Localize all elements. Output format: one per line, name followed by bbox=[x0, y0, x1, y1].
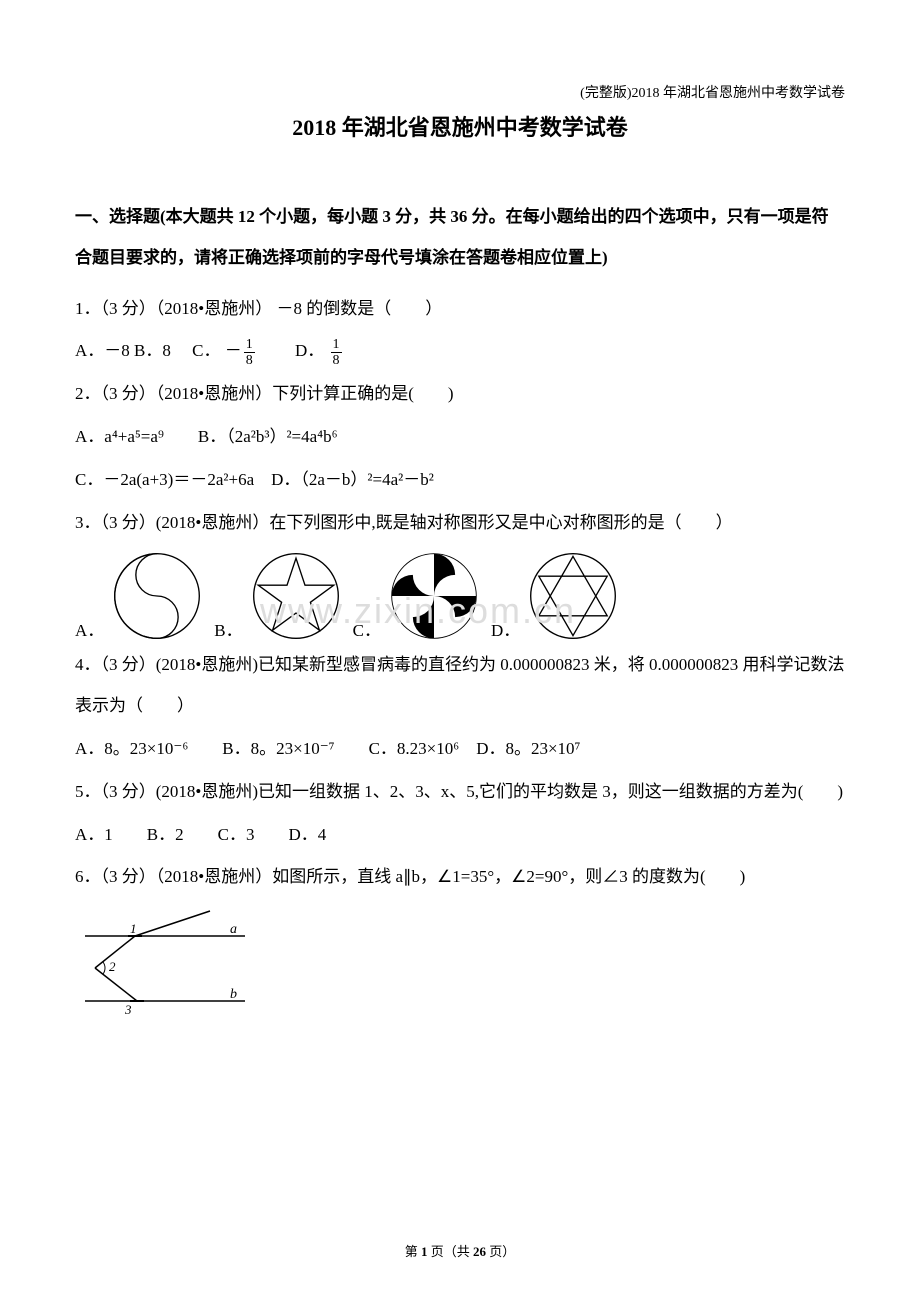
footer-total: 26 bbox=[473, 1244, 486, 1259]
star-in-circle-icon bbox=[251, 551, 341, 641]
q1-optB: B．8 bbox=[134, 341, 171, 360]
q2-line1: A．a⁴+a⁵=a⁹ B．（2a²b³）²=4a⁴b⁶ bbox=[75, 417, 845, 458]
q2-line2: C．－2a(a+3)＝－2a²+6a D．（2a－b）²=4a²－b² bbox=[75, 460, 845, 501]
q6-text: 6．（3 分）（2018•恩施州）如图所示，直线 a∥b，∠1=35°，∠2=9… bbox=[75, 857, 845, 898]
angle-1-label: 1 bbox=[130, 921, 137, 936]
q5-text: 5．（3 分）(2018•恩施州)已知一组数据 1、2、3、x、5,它们的平均数… bbox=[75, 772, 845, 813]
q1-optA: A．－8 bbox=[75, 341, 130, 360]
frac-den: 8 bbox=[331, 353, 342, 368]
footer-post: 页） bbox=[486, 1244, 515, 1259]
q3-image-row: A． B． C． D． bbox=[75, 551, 845, 641]
q2-text: 2．（3 分）（2018•恩施州）下列计算正确的是( ) bbox=[75, 374, 845, 415]
frac-icon: 18 bbox=[331, 337, 342, 369]
frac-num: 1 bbox=[331, 337, 342, 353]
q3-label-c: C． bbox=[353, 616, 381, 641]
q5-options: A．1 B．2 C．3 D．4 bbox=[75, 815, 845, 856]
footer-pre: 第 bbox=[405, 1244, 421, 1259]
frac-num: 1 bbox=[244, 337, 255, 353]
q3-label-a: A． bbox=[75, 616, 104, 641]
header-note: (完整版)2018 年湖北省恩施州中考数学试卷 bbox=[580, 82, 845, 102]
line-a-label: a bbox=[230, 922, 237, 937]
q4-text: 4．（3 分）(2018•恩施州)已知某新型感冒病毒的直径约为 0.000000… bbox=[75, 645, 845, 727]
angle-3-label: 3 bbox=[124, 1002, 132, 1017]
q1-optD: D． bbox=[295, 341, 324, 360]
angle-2-label: 2 bbox=[109, 959, 116, 974]
frac-icon: 18 bbox=[244, 337, 255, 369]
pinwheel-icon bbox=[389, 551, 479, 641]
q1-text: 1．（3 分）（2018•恩施州） －8 的倒数是（ ） bbox=[75, 289, 845, 330]
q1-options: A．－8 B．8 C． －18 D． 18 bbox=[75, 331, 845, 372]
q3-text: 3．（3 分）(2018•恩施州）在下列图形中,既是轴对称图形又是中心对称图形的… bbox=[75, 503, 845, 544]
frac-den: 8 bbox=[244, 353, 255, 368]
footer-mid: 页（共 bbox=[427, 1244, 473, 1259]
q6-diagram: 1 2 3 a b bbox=[75, 906, 845, 1026]
page-title: 2018 年湖北省恩施州中考数学试卷 bbox=[75, 110, 845, 142]
q1-optC: C． bbox=[192, 341, 220, 360]
q3-label-b: B． bbox=[214, 616, 242, 641]
line-b-label: b bbox=[230, 987, 237, 1002]
section-title: 一、选择题(本大题共 12 个小题，每小题 3 分，共 36 分。在每小题给出的… bbox=[75, 197, 845, 279]
page-footer: 第 1 页（共 26 页） bbox=[0, 1241, 920, 1260]
q3-label-d: D． bbox=[491, 616, 520, 641]
q4-options: A．8。23×10⁻⁶ B．8。23×10⁻⁷ C．8.23×10⁶ D．8。2… bbox=[75, 729, 845, 770]
hexagram-icon bbox=[528, 551, 618, 641]
yinyang-icon bbox=[112, 551, 202, 641]
